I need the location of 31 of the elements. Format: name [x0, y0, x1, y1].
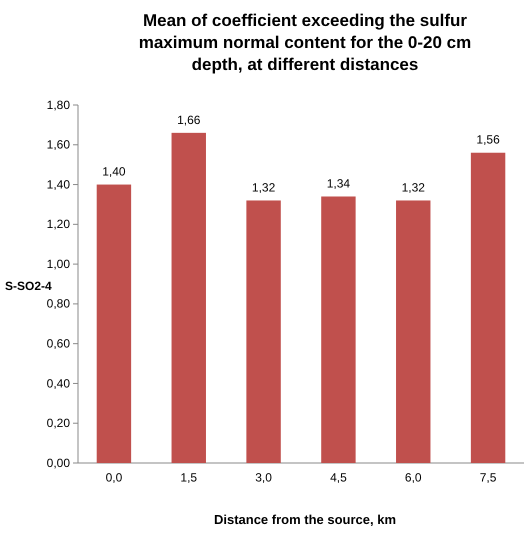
y-tick-label: 1,20 — [46, 217, 70, 232]
y-tick-label: 1,80 — [46, 98, 70, 112]
data-label: 1,56 — [476, 132, 500, 147]
y-tick-label: 0,20 — [46, 416, 70, 430]
x-tick-label: 0,0 — [106, 470, 123, 485]
data-label: 1,34 — [326, 176, 350, 190]
x-tick-label: 4,5 — [330, 470, 348, 485]
y-tick-label: 0,60 — [46, 336, 70, 351]
data-label: 1,66 — [177, 112, 201, 127]
chart-title: Mean of coefficient exceeding the sulfur maximum normal content for the 0-20 cm depth, at different distances — [138, 11, 472, 74]
data-label: 1,40 — [102, 164, 126, 179]
data-label: 1,32 — [252, 180, 276, 194]
y-tick-label: 1,60 — [46, 138, 70, 152]
bar — [172, 132, 206, 463]
y-tick-label: 0,40 — [46, 376, 70, 390]
bar — [470, 152, 506, 463]
y-tick-label: 1,40 — [46, 177, 70, 192]
x-axis-title: Distance from the source, km — [214, 512, 396, 527]
y-tick-label: 0,00 — [46, 456, 70, 470]
x-tick-label: 1,5 — [180, 470, 198, 485]
bar — [396, 200, 430, 463]
bar — [246, 200, 281, 463]
data-label: 1,32 — [402, 180, 426, 194]
x-tick-label: 6,0 — [404, 470, 422, 485]
x-tick-label: 3,0 — [255, 470, 272, 485]
bar — [321, 196, 356, 463]
y-tick-label: 0,80 — [46, 296, 70, 311]
x-tick-label: 7,5 — [480, 470, 497, 485]
y-axis-title: S-SO2-4 — [5, 279, 52, 293]
bar — [96, 184, 132, 463]
y-tick-label: 1,00 — [46, 256, 70, 271]
